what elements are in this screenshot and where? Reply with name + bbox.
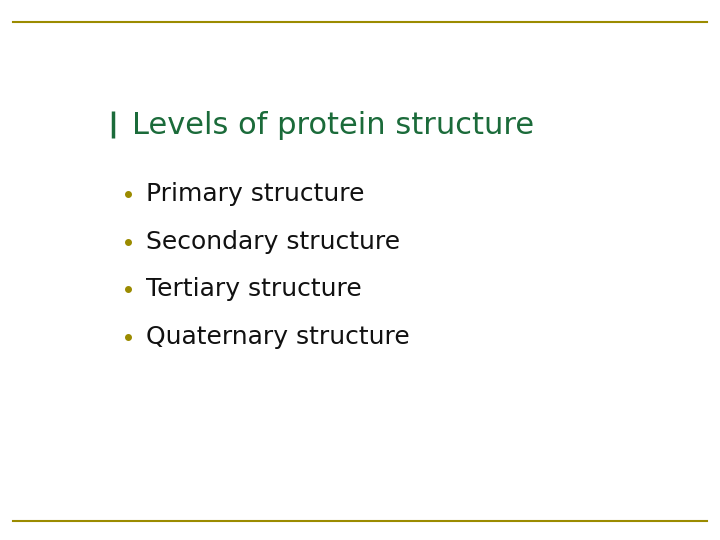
Text: Secondary structure: Secondary structure	[145, 230, 400, 253]
Text: Tertiary structure: Tertiary structure	[145, 278, 361, 301]
Text: Quaternary structure: Quaternary structure	[145, 325, 410, 349]
Text: Primary structure: Primary structure	[145, 181, 364, 206]
Text: Levels of protein structure: Levels of protein structure	[132, 111, 534, 140]
